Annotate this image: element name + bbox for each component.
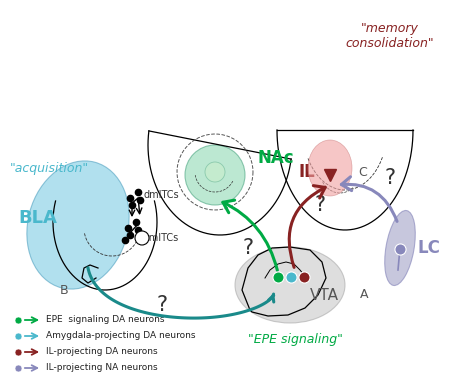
Text: "EPE signaling": "EPE signaling" [247,333,342,346]
Text: Amygdala-projecting DA neurons: Amygdala-projecting DA neurons [46,331,195,341]
Ellipse shape [205,162,225,182]
Text: VTA: VTA [310,288,339,303]
Text: IL-projecting NA neurons: IL-projecting NA neurons [46,363,158,373]
Text: LC: LC [418,239,441,257]
Text: ?: ? [156,295,168,315]
Text: "acquisition": "acquisition" [10,162,89,174]
Ellipse shape [235,247,345,323]
Text: B: B [60,283,69,296]
Ellipse shape [27,161,129,289]
Text: IL-projecting DA neurons: IL-projecting DA neurons [46,347,158,357]
FancyArrowPatch shape [223,200,277,270]
Ellipse shape [135,231,149,245]
Text: ?: ? [314,195,326,215]
Text: NAc: NAc [258,149,295,167]
Text: ?: ? [242,238,254,258]
Text: EPE  signaling DA neurons: EPE signaling DA neurons [46,315,164,325]
Text: A: A [360,288,368,301]
Text: IL: IL [298,163,315,181]
Ellipse shape [385,210,415,285]
Text: "memory
consolidation": "memory consolidation" [346,22,434,50]
Ellipse shape [185,145,245,205]
FancyArrowPatch shape [289,186,325,267]
Text: C: C [358,165,367,179]
Text: BLA: BLA [18,209,57,227]
Text: ?: ? [384,168,396,188]
Text: dmITCs: dmITCs [144,190,180,200]
Ellipse shape [308,140,352,196]
FancyArrowPatch shape [341,177,397,221]
Text: vmITCs: vmITCs [144,233,179,243]
